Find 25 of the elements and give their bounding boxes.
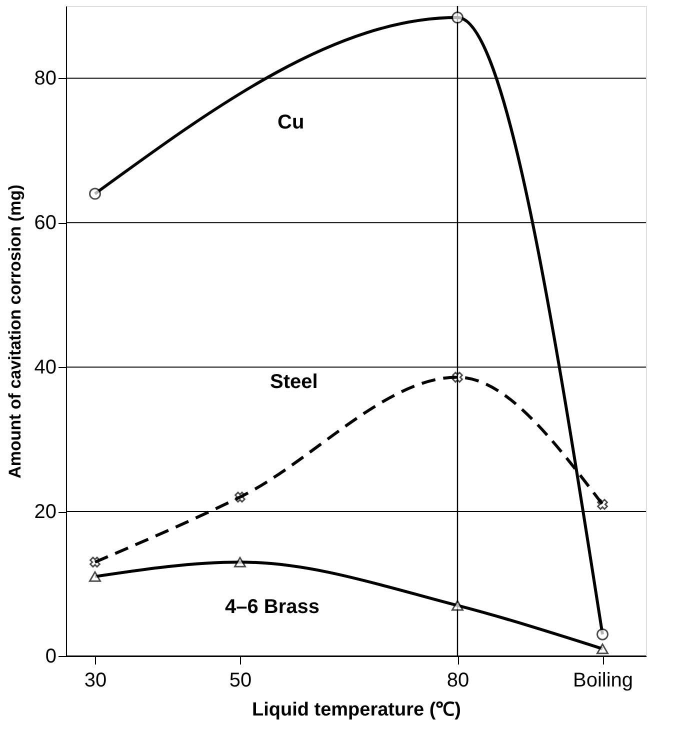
y-axis-title: Amount of cavitation corrosion (mg)	[5, 184, 24, 478]
point	[596, 643, 608, 654]
x-tick-label: 80	[446, 670, 470, 692]
y-tick-label: 60	[34, 212, 56, 234]
point	[234, 556, 246, 568]
point	[597, 498, 608, 510]
series-label: 4–6 Brass	[225, 596, 320, 618]
y-tick-label: 40	[34, 356, 56, 379]
point	[452, 372, 463, 383]
point	[234, 492, 246, 503]
point	[89, 571, 101, 582]
x-tick-label: Boiling	[572, 670, 634, 692]
y-tick-label: 80	[34, 68, 56, 90]
point	[596, 628, 608, 640]
y-tick-label: 0	[45, 646, 56, 668]
point	[90, 556, 100, 568]
point	[452, 600, 464, 611]
text: Steel	[270, 371, 318, 394]
x-tick-label: 50	[229, 670, 252, 692]
x-axis-title: Liquid temperature (℃)	[252, 700, 462, 720]
x-tick-label: 30	[84, 670, 107, 692]
series-label: Cu	[278, 112, 304, 134]
point	[89, 188, 101, 200]
y-tick-label: 20	[34, 501, 56, 524]
point	[452, 12, 464, 24]
